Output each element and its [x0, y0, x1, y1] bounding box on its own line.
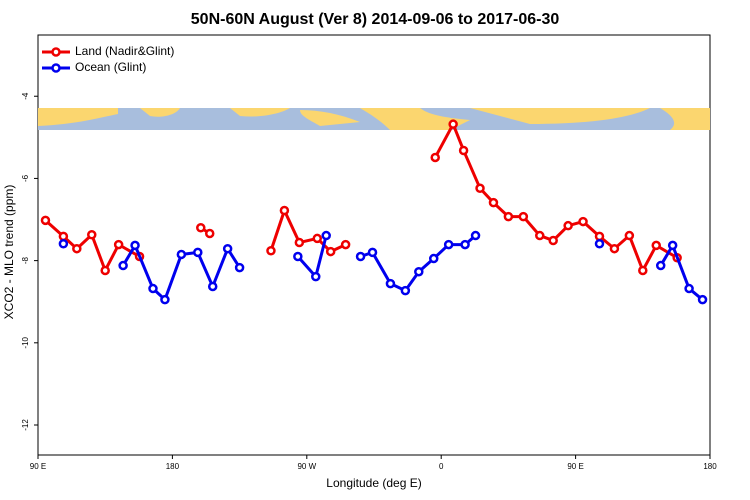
point [428, 253, 439, 264]
point [503, 211, 514, 222]
point [321, 230, 331, 241]
point [548, 235, 558, 246]
point [488, 197, 499, 208]
point [430, 152, 440, 163]
point [279, 205, 290, 216]
point [638, 265, 648, 276]
y-tick-label: -10 [21, 336, 30, 348]
point [443, 239, 454, 250]
point [667, 240, 678, 251]
point [697, 294, 708, 305]
point [594, 231, 605, 242]
point [312, 233, 323, 244]
y-axis-title: XCO2 - MLO trend (ppm) [2, 185, 16, 320]
x-tick-label: 90 E [30, 462, 46, 471]
y-tick-label: -8 [21, 257, 30, 265]
point [655, 260, 666, 271]
point [266, 246, 276, 256]
point [448, 119, 458, 129]
legend-marker [51, 47, 61, 57]
point [414, 266, 424, 277]
plot-frame [37, 34, 711, 456]
point [87, 229, 97, 240]
point [624, 230, 635, 241]
x-tick-label: 180 [166, 462, 180, 471]
x-tick-label: 180 [703, 462, 717, 471]
y-tick-label: -12 [21, 419, 30, 431]
point [100, 265, 110, 276]
point [470, 230, 481, 241]
point [176, 249, 187, 260]
point [40, 215, 51, 226]
point [311, 271, 321, 282]
point [196, 222, 206, 233]
x-tick-label: 90 W [297, 462, 316, 471]
point [518, 211, 529, 222]
y-tick-label: -4 [21, 92, 30, 100]
point [460, 239, 470, 250]
point [578, 216, 588, 227]
legend-label: Land (Nadir&Glint) [75, 44, 174, 58]
legend-label: Ocean (Glint) [75, 60, 146, 74]
point [563, 220, 573, 231]
point [385, 278, 396, 289]
point [130, 240, 140, 251]
map-strip [38, 108, 710, 130]
point [294, 237, 305, 248]
x-tick-label: 0 [439, 462, 444, 471]
point [113, 239, 124, 250]
x-tick-label: 90 E [567, 462, 583, 471]
chart-title: 50N-60N August (Ver 8) 2014-09-06 to 201… [191, 11, 560, 28]
point [118, 260, 128, 271]
point [207, 281, 218, 292]
point [684, 283, 694, 294]
series-line [44, 120, 678, 275]
y-tick-label: -6 [21, 174, 30, 182]
point [58, 239, 69, 249]
point [72, 243, 82, 254]
point [204, 228, 215, 239]
point [293, 251, 303, 262]
point [148, 283, 158, 294]
legend-marker [51, 63, 61, 73]
point [367, 247, 378, 258]
point [325, 246, 336, 257]
point [609, 243, 620, 254]
point [193, 247, 203, 258]
x-axis-title: Longitude (deg E) [326, 476, 421, 490]
point [594, 239, 605, 249]
point [160, 294, 170, 305]
point [475, 183, 485, 194]
point [651, 240, 661, 251]
point [458, 145, 469, 156]
point [222, 243, 233, 254]
point [58, 231, 69, 242]
point [355, 251, 366, 262]
point [340, 239, 351, 250]
point [234, 262, 245, 273]
point [400, 285, 411, 296]
point [535, 230, 545, 241]
